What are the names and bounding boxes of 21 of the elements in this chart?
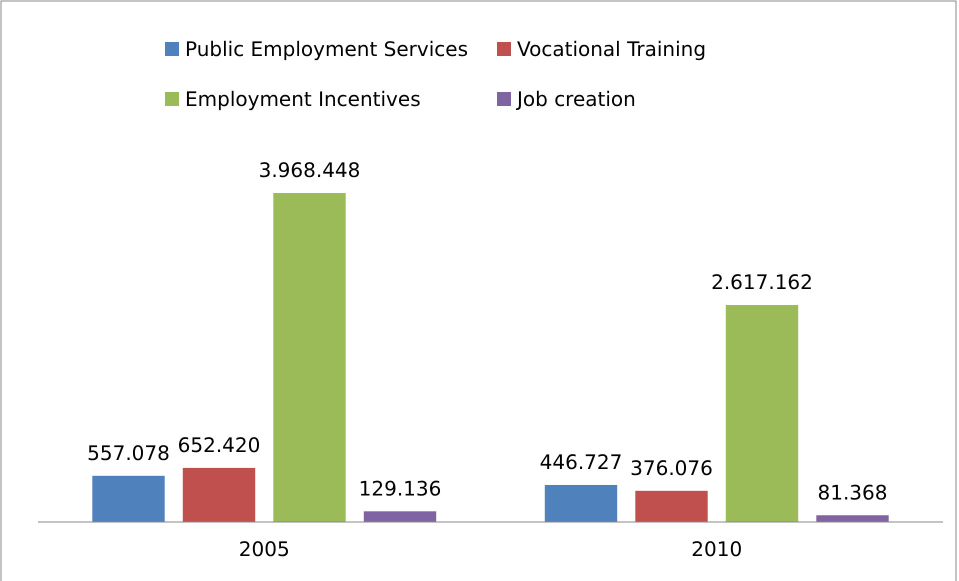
legend-label: Public Employment Services bbox=[185, 37, 468, 61]
data-label: 2.617.162 bbox=[711, 270, 813, 294]
legend-label: Vocational Training bbox=[517, 37, 706, 61]
bar bbox=[92, 476, 165, 522]
bar bbox=[544, 484, 618, 522]
bar bbox=[273, 193, 346, 522]
bar bbox=[726, 305, 798, 522]
legend-label: Employment Incentives bbox=[185, 87, 421, 111]
data-label: 652.420 bbox=[178, 432, 260, 457]
x-tick-label: 2005 bbox=[238, 537, 290, 562]
bar bbox=[364, 511, 436, 522]
data-label: 557.078 bbox=[87, 440, 170, 465]
x-tick-label: 2010 bbox=[691, 537, 742, 562]
data-label: 376.076 bbox=[630, 456, 713, 480]
bar bbox=[635, 490, 708, 522]
data-label: 129.136 bbox=[358, 476, 442, 500]
data-label: 446.727 bbox=[540, 450, 622, 474]
data-label: 81.368 bbox=[818, 480, 888, 504]
bar bbox=[182, 468, 256, 522]
data-label: 3.968.448 bbox=[258, 158, 360, 182]
legend-label: Job creation bbox=[515, 87, 636, 111]
